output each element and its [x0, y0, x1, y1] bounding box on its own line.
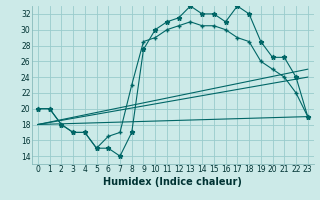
X-axis label: Humidex (Indice chaleur): Humidex (Indice chaleur) — [103, 177, 242, 187]
